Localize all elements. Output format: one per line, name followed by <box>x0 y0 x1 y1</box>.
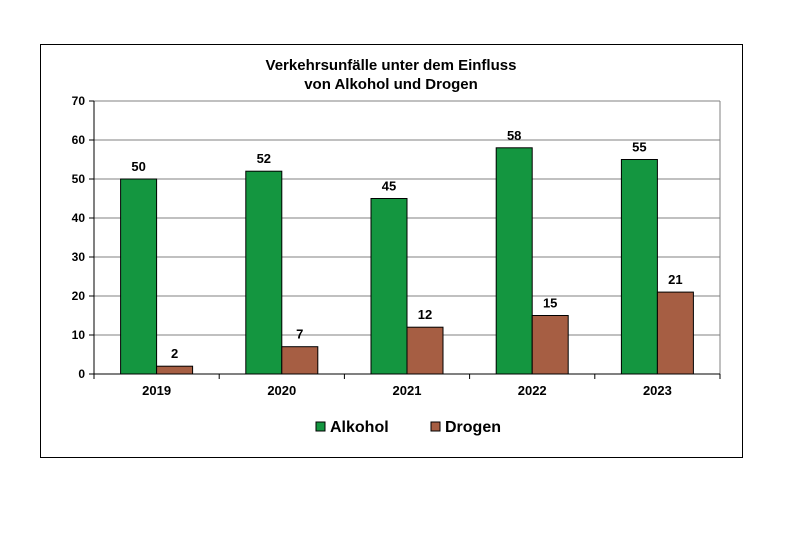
legend-swatch-drogen <box>430 421 441 432</box>
data-labels: 50 2 52 7 45 12 58 15 55 21 <box>131 128 682 361</box>
bar-chart: Verkehrsunfälle unter dem Einfluss von A… <box>72 57 721 436</box>
bar-drogen-2022 <box>531 315 569 375</box>
legend-label-alkohol: Alkohol <box>330 419 389 436</box>
legend-swatch-alkohol <box>315 421 326 432</box>
bar-alkohol-2023 <box>620 159 658 375</box>
legend: Alkohol Drogen <box>315 419 501 436</box>
data-label-alkohol-2021: 45 <box>382 179 396 194</box>
bar-drogen-2023 <box>656 291 694 375</box>
data-label-drogen-2019: 2 <box>171 346 178 361</box>
y-tick-label: 30 <box>72 250 86 264</box>
y-tick-label: 10 <box>72 328 86 342</box>
y-tick-label: 50 <box>72 172 86 186</box>
bars <box>120 147 694 375</box>
y-tick-label: 60 <box>72 133 86 147</box>
bar-alkohol-2022 <box>495 147 533 375</box>
data-label-alkohol-2020: 52 <box>257 151 271 166</box>
data-label-drogen-2022: 15 <box>543 296 557 311</box>
x-tick-label: 2019 <box>142 383 171 398</box>
x-tick-label: 2020 <box>267 383 296 398</box>
legend-label-drogen: Drogen <box>445 419 501 436</box>
data-label-drogen-2020: 7 <box>296 327 303 342</box>
y-tick-label: 70 <box>72 94 86 108</box>
data-label-alkohol-2022: 58 <box>507 128 521 143</box>
x-tick-label: 2023 <box>643 383 672 398</box>
axes: 0 10 20 30 40 50 60 70 2019 2020 2021 2022 2023 <box>72 94 721 398</box>
bar-alkohol-2021 <box>370 198 408 375</box>
bar-drogen-2021 <box>406 326 444 375</box>
data-label-drogen-2023: 21 <box>668 272 682 287</box>
data-label-alkohol-2023: 55 <box>632 140 646 155</box>
x-tick-label: 2022 <box>518 383 547 398</box>
y-tick-label: 40 <box>72 211 86 225</box>
bar-alkohol-2019 <box>120 178 158 375</box>
bar-drogen-2020 <box>281 346 319 375</box>
y-tick-label: 0 <box>78 367 85 381</box>
chart-title-line-1: Verkehrsunfälle unter dem Einfluss <box>266 57 517 74</box>
data-label-drogen-2021: 12 <box>418 307 432 322</box>
y-tick-label: 20 <box>72 289 86 303</box>
chart-title-line-2: von Alkohol und Drogen <box>304 76 478 93</box>
bar-alkohol-2020 <box>245 170 283 375</box>
data-label-alkohol-2019: 50 <box>131 159 145 174</box>
chart-frame: Verkehrsunfälle unter dem Einfluss von A… <box>40 44 743 458</box>
bar-drogen-2019 <box>156 365 194 375</box>
chart-title: Verkehrsunfälle unter dem Einfluss von A… <box>266 57 517 93</box>
x-tick-label: 2021 <box>393 383 422 398</box>
